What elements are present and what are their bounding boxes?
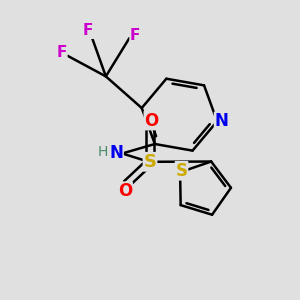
Text: F: F <box>83 23 93 38</box>
Text: S: S <box>176 162 188 180</box>
Text: N: N <box>109 144 123 162</box>
Text: F: F <box>56 45 67 60</box>
Text: O: O <box>144 112 159 130</box>
Text: F: F <box>130 28 140 43</box>
Text: O: O <box>118 182 132 200</box>
Text: N: N <box>214 112 229 130</box>
Text: H: H <box>98 145 108 159</box>
Text: S: S <box>143 153 157 171</box>
